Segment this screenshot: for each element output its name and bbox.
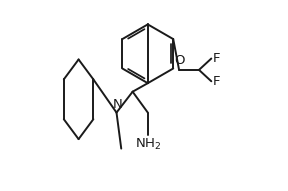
Text: F: F — [213, 75, 221, 88]
Text: NH$_2$: NH$_2$ — [134, 137, 161, 152]
Text: N: N — [113, 98, 122, 111]
Text: O: O — [174, 54, 184, 67]
Text: F: F — [213, 52, 221, 65]
